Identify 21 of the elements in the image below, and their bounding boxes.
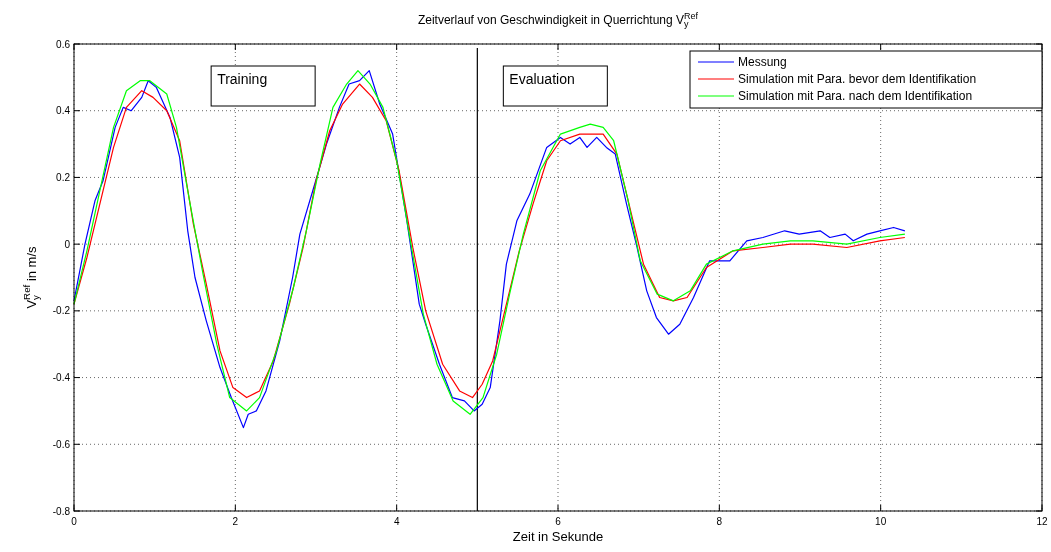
legend-label: Simulation mit Para. bevor dem Identifikation <box>738 72 977 86</box>
y-tick-label: 0.4 <box>56 105 71 117</box>
x-axis-title: Zeit in Sekunde <box>512 529 604 544</box>
y-tick-label: -0.6 <box>52 438 71 450</box>
legend-label: Simulation mit Para. nach dem Identifikation <box>738 89 973 103</box>
y-tick-label: -0.4 <box>52 372 71 384</box>
y-tick-label: 0.6 <box>56 38 71 50</box>
legend-label: Messung <box>738 55 787 69</box>
x-tick-label: 0 <box>71 516 78 527</box>
x-tick-label: 12 <box>1036 516 1048 527</box>
y-tick-label: -0.8 <box>52 505 71 517</box>
annotation: Training <box>217 71 268 87</box>
x-tick-label: 8 <box>716 516 723 527</box>
x-tick-label: 2 <box>232 516 239 527</box>
x-tick-label: 4 <box>393 516 400 527</box>
x-tick-label: 6 <box>555 516 562 527</box>
annotation: Evaluation <box>509 71 575 87</box>
y-tick-label: 0 <box>64 238 71 250</box>
y-tick-label: -0.2 <box>52 305 71 317</box>
x-tick-label: 10 <box>875 516 887 527</box>
y-tick-label: 0.2 <box>56 171 71 183</box>
